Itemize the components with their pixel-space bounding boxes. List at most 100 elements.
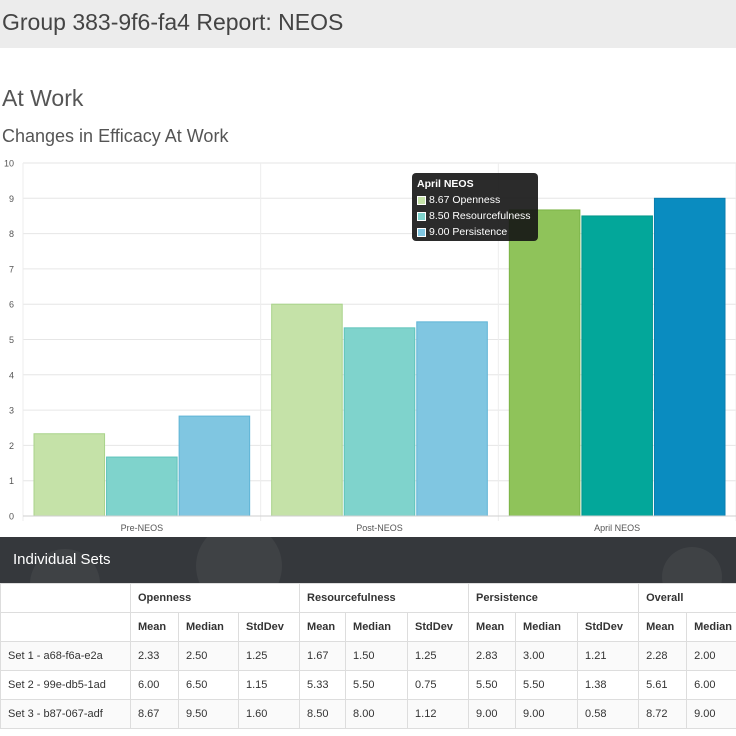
table-cell: 5.50 (515, 670, 579, 700)
row-label: Set 3 - b87-067-adf (0, 699, 131, 729)
table-corner-cell (0, 612, 131, 642)
table-cell: 2.83 (468, 641, 517, 671)
y-tick-label: 3 (9, 406, 14, 416)
tooltip-text: 8.50 Resourcefulness (429, 210, 531, 222)
table-cell: 9.50 (178, 699, 239, 729)
table-cell: 0.58 (577, 699, 640, 729)
table-cell: 9.00 (515, 699, 579, 729)
column-header: StdDev (237, 612, 301, 642)
bar-resourcefulness-post-neos (343, 327, 416, 517)
table-cell: 1.12 (407, 699, 470, 729)
table-cell: 1.21 (577, 641, 640, 671)
table-cell: 8.00 (345, 699, 409, 729)
table-cell: 1.15 (237, 670, 301, 700)
report-header: Group 383-9f6-fa4 Report: NEOS (0, 0, 736, 48)
bar-resourcefulness-pre-neos (106, 456, 178, 517)
group-header-overall: Overall (638, 583, 736, 613)
table-cell: 1.25 (407, 641, 470, 671)
table-cell: 0.75 (407, 670, 470, 700)
section-title: At Work (2, 85, 84, 111)
y-tick-label: 8 (9, 229, 14, 239)
individual-sets-header: Individual Sets (0, 537, 736, 583)
y-tick-label: 4 (9, 370, 14, 380)
bar-openness-april-neos (508, 209, 581, 517)
x-tick-label: Pre-NEOS (121, 523, 164, 533)
individual-sets-title: Individual Sets (13, 551, 111, 568)
bar-openness-post-neos (271, 303, 343, 517)
table-corner-cell (0, 583, 131, 613)
table-cell: 1.38 (577, 670, 640, 700)
report-title: Group 383-9f6-fa4 Report: NEOS (2, 9, 344, 35)
group-header-openness: Openness (129, 583, 301, 613)
tooltip-text: 9.00 Persistence (429, 226, 508, 238)
tooltip-title: April NEOS (417, 178, 474, 190)
y-tick-label: 9 (9, 194, 14, 204)
table-cell: 6.50 (178, 670, 239, 700)
row-label: Set 1 - a68-f6a-e2a (0, 641, 131, 671)
column-header: Mean (130, 612, 179, 642)
table-group-header-row: Openness Resourcefulness Persistence Ove… (0, 583, 736, 613)
column-header: Median (686, 612, 736, 642)
bar-openness-pre-neos (33, 433, 106, 517)
group-header-resourcefulness: Resourcefulness (299, 583, 470, 613)
table-cell: 3.00 (515, 641, 579, 671)
table-cell: 8.50 (299, 699, 347, 729)
table-cell: 5.50 (345, 670, 409, 700)
table-cell: 5.33 (299, 670, 347, 700)
column-header: StdDev (407, 612, 470, 642)
tooltip-row-openness: 8.67 Openness (417, 192, 533, 208)
header-decoration (196, 537, 282, 583)
bar-persistence-pre-neos (178, 415, 251, 517)
tooltip-text: 8.67 Openness (429, 194, 501, 206)
column-header: Median (178, 612, 239, 642)
table-cell: 2.00 (686, 641, 736, 671)
y-tick-label: 6 (9, 300, 14, 310)
y-tick-label: 2 (9, 441, 14, 451)
table-cell: 1.60 (237, 699, 301, 729)
table-cell: 8.72 (638, 699, 688, 729)
column-header: Mean (299, 612, 347, 642)
tooltip-row-resourcefulness: 8.50 Resourcefulness (417, 208, 533, 224)
table-cell: 9.00 (468, 699, 517, 729)
table-cell: 2.33 (130, 641, 179, 671)
column-header: StdDev (577, 612, 640, 642)
column-header: Median (345, 612, 409, 642)
x-tick-label: Post-NEOS (356, 523, 403, 533)
y-tick-label: 10 (4, 159, 14, 169)
table-row: Set 1 - a68-f6a-e2a 2.33 2.50 1.25 1.67 … (0, 641, 736, 671)
table-cell: 5.61 (638, 670, 688, 700)
table-cell: 9.00 (686, 699, 736, 729)
y-tick-label: 7 (9, 264, 14, 274)
header-decoration (662, 547, 722, 583)
column-header: Mean (468, 612, 517, 642)
bar-resourcefulness-april-neos (581, 215, 653, 517)
tooltip-swatch (417, 195, 426, 205)
column-header: Median (515, 612, 579, 642)
table-cell: 8.67 (130, 699, 179, 729)
individual-sets-panel: Individual Sets Openness Resourcefulness… (0, 537, 736, 736)
table-cell: 2.50 (178, 641, 239, 671)
chart-tooltip: April NEOS 8.67 Openness 8.50 Resourcefu… (412, 173, 538, 241)
efficacy-bar-chart: 0 1 2 3 4 5 6 7 8 9 10 Pre-NEOS Post-NEOS April NEOS (4, 159, 736, 533)
table-cell: 6.00 (130, 670, 179, 700)
y-tick-label: 5 (9, 335, 14, 345)
tooltip-row-persistence: 9.00 Persistence (417, 224, 533, 240)
tooltip-swatch (417, 227, 426, 237)
row-label: Set 2 - 99e-db5-1ad (0, 670, 131, 700)
table-cell: 6.00 (686, 670, 736, 700)
y-tick-label: 1 (9, 476, 14, 486)
table-row: Set 3 - b87-067-adf 8.67 9.50 1.60 8.50 … (0, 699, 736, 729)
individual-sets-table: Openness Resourcefulness Persistence Ove… (0, 583, 736, 729)
table-cell: 5.50 (468, 670, 517, 700)
table-cell: 1.25 (237, 641, 301, 671)
table-column-header-row: Mean Median StdDev Mean Median StdDev Me… (0, 612, 736, 642)
bar-persistence-post-neos (416, 321, 488, 517)
table-row: Set 2 - 99e-db5-1ad 6.00 6.50 1.15 5.33 … (0, 670, 736, 700)
table-cell: 1.50 (345, 641, 409, 671)
x-tick-label: April NEOS (594, 523, 640, 533)
chart-title: Changes in Efficacy At Work (2, 126, 229, 146)
table-cell: 1.67 (299, 641, 347, 671)
table-cell: 2.28 (638, 641, 688, 671)
tooltip-swatch (417, 211, 426, 221)
column-header: Mean (638, 612, 688, 642)
